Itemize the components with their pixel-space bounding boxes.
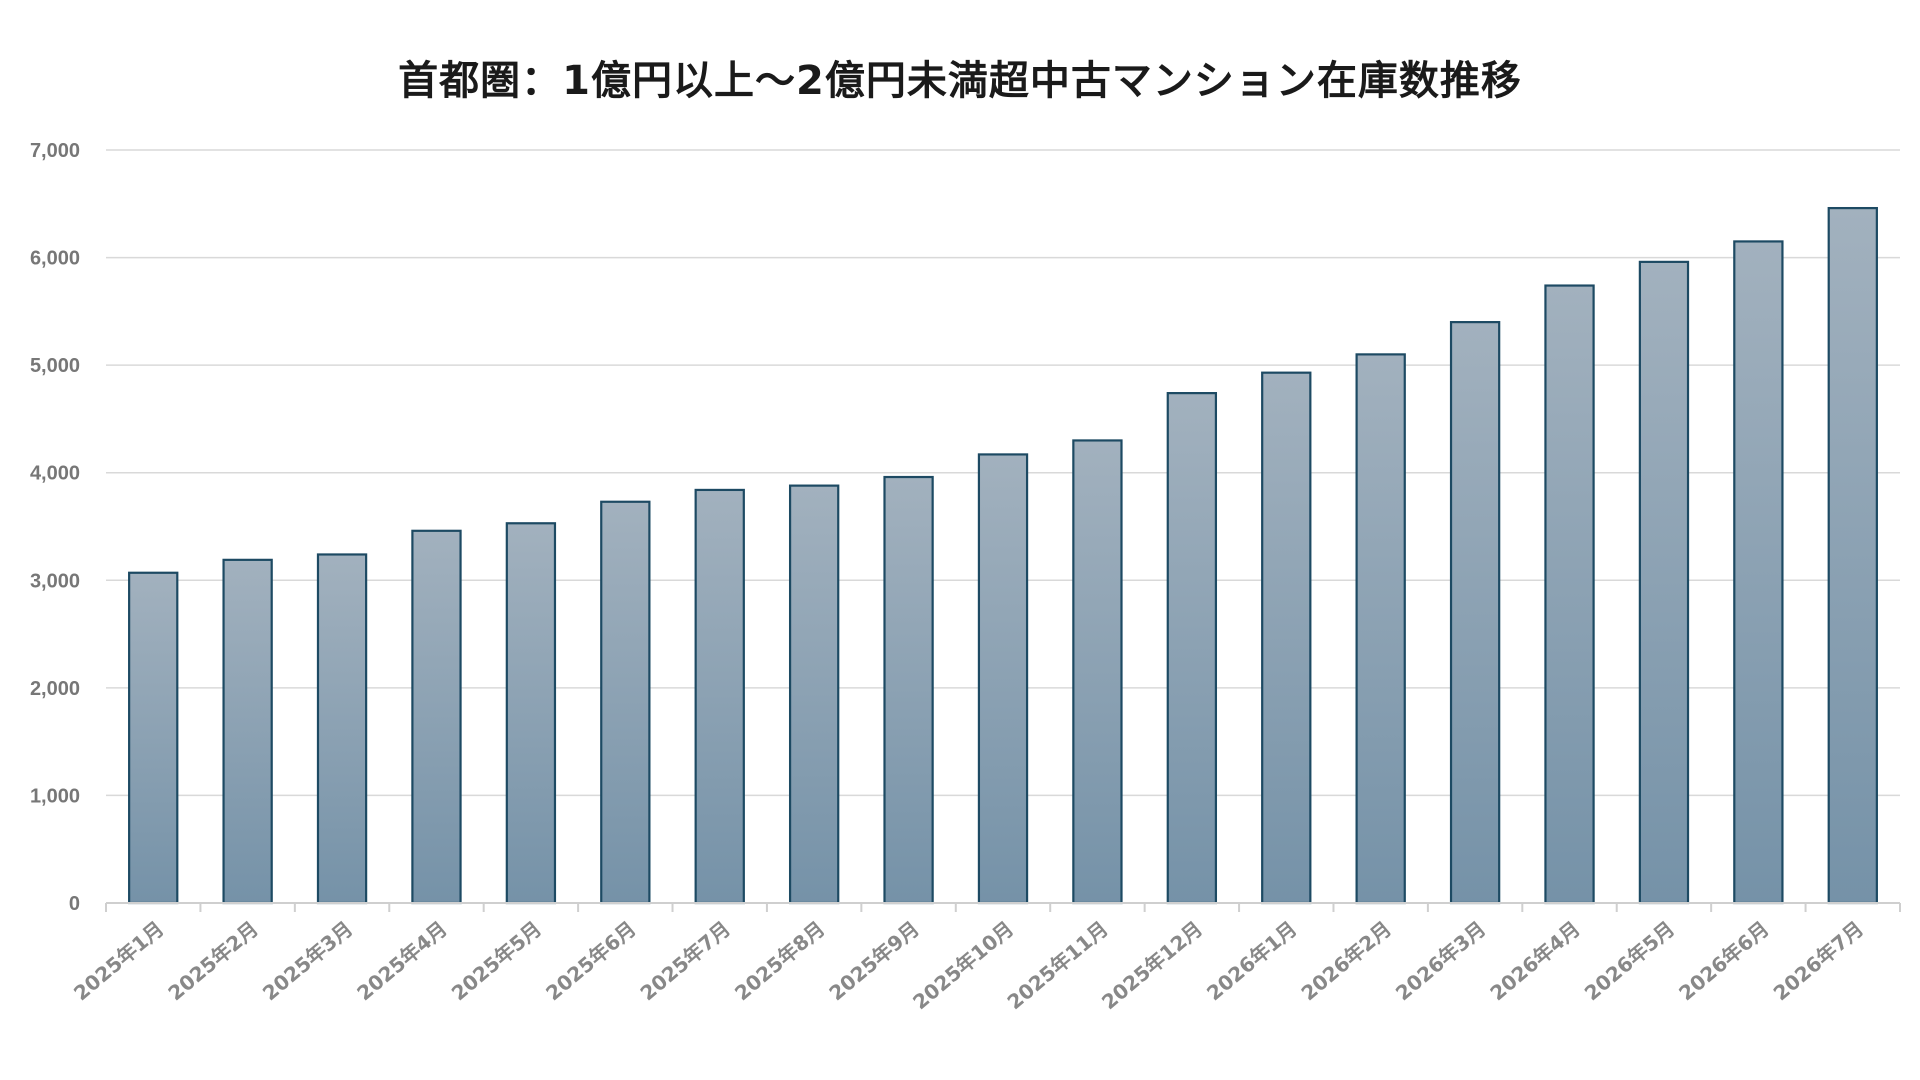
bar (316, 553, 368, 905)
bar (505, 522, 557, 905)
x-tick-label: 2025年6月 (541, 916, 640, 1005)
bar (1166, 392, 1218, 905)
x-tick-label: 2026年1月 (1202, 916, 1301, 1005)
x-tick-label: 2025年5月 (447, 916, 546, 1005)
x-tick-label: 2026年5月 (1580, 916, 1679, 1005)
bars (128, 206, 1878, 905)
bar (600, 500, 651, 905)
bar (1072, 439, 1123, 905)
x-tick-label: 2025年11月 (1003, 916, 1113, 1014)
y-tick-label: 6,000 (30, 248, 80, 270)
x-tick-label: 2025年9月 (824, 916, 923, 1005)
bar (1733, 240, 1784, 905)
bar (694, 488, 745, 905)
y-tick-label: 2,000 (30, 678, 80, 700)
bar (411, 529, 462, 905)
x-axis (105, 902, 1901, 912)
x-tick-label: 2025年1月 (69, 916, 168, 1005)
y-tick-label: 5,000 (30, 355, 80, 377)
x-tick-label: 2025年8月 (730, 916, 829, 1005)
x-axis-ticks: 2025年1月2025年2月2025年3月2025年4月2025年5月2025年… (69, 916, 1868, 1014)
y-tick-label: 1,000 (30, 785, 80, 807)
bar (977, 453, 1029, 905)
x-tick-label: 2026年3月 (1391, 916, 1490, 1005)
x-tick-label: 2026年7月 (1769, 916, 1868, 1005)
x-tick-label: 2025年7月 (636, 916, 735, 1005)
bar (788, 484, 840, 905)
y-tick-label: 0 (69, 893, 80, 915)
chart-title: 首都圏：1億円以上～2億円未満超中古マンション在庫数推移 (398, 58, 1522, 104)
x-tick-label: 2025年2月 (163, 916, 262, 1005)
x-tick-label: 2025年4月 (352, 916, 451, 1005)
x-tick-label: 2025年10月 (908, 916, 1018, 1014)
y-tick-label: 4,000 (30, 463, 80, 485)
bar (1261, 371, 1312, 905)
bar (1827, 206, 1878, 905)
bar (1544, 284, 1595, 905)
x-tick-label: 2026年6月 (1674, 916, 1773, 1005)
bar (222, 558, 273, 905)
x-tick-label: 2025年12月 (1097, 916, 1207, 1014)
x-tick-label: 2025年3月 (258, 916, 357, 1005)
bar (128, 571, 179, 905)
bar (1638, 260, 1690, 905)
bar (1355, 353, 1406, 905)
y-tick-label: 7,000 (30, 140, 80, 162)
bar (1449, 321, 1501, 905)
bar (883, 475, 934, 905)
y-tick-label: 3,000 (30, 570, 80, 592)
x-tick-label: 2026年2月 (1297, 916, 1396, 1005)
y-axis-ticks: 0 1,000 2,000 3,000 4,000 5,000 6,000 7,000 (30, 140, 80, 915)
x-tick-label: 2026年4月 (1485, 916, 1584, 1005)
